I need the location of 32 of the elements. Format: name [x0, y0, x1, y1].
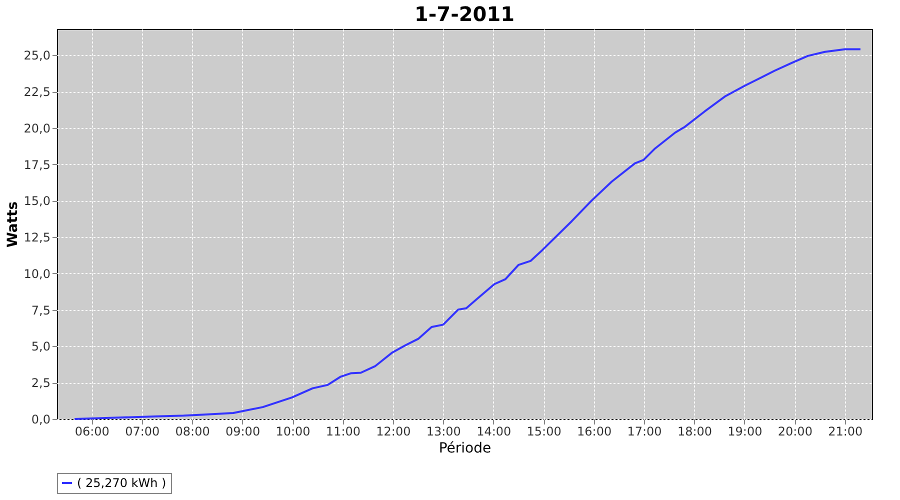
x-tick-label: 10:00 [276, 424, 310, 438]
x-tick-label: 06:00 [74, 424, 110, 438]
x-tick-label: 18:00 [677, 424, 712, 438]
y-tick-label: 25,0 [24, 48, 50, 63]
x-tick-label: 20:00 [778, 424, 812, 438]
y-tick-label: 20,0 [24, 121, 50, 136]
x-tick-label: 12:00 [376, 424, 411, 438]
y-tick-label: 12,5 [24, 230, 50, 245]
x-tick-label: 08:00 [175, 424, 210, 438]
line-series [74, 48, 862, 420]
y-tick-label: 15,0 [24, 194, 50, 208]
x-tick-label: 09:00 [226, 424, 260, 438]
y-axis-title: Watts [4, 201, 21, 248]
x-tick-label: 14:00 [476, 424, 512, 438]
x-tick-label: 13:00 [426, 424, 461, 438]
x-tick-label: 16:00 [577, 424, 612, 438]
y-tick-label: 7,5 [31, 303, 50, 318]
y-tick-label: 0,0 [31, 412, 50, 426]
y-tick-label: 17,5 [24, 158, 50, 172]
x-tick-label: 21:00 [828, 424, 863, 438]
chart-title: 1-7-2011 [414, 2, 515, 26]
x-tick-label: 07:00 [125, 424, 160, 438]
legend-label: ( 25,270 kWh ) [77, 476, 166, 490]
x-tick-label: 19:00 [728, 424, 762, 438]
y-tick-label: 5,0 [31, 340, 50, 354]
x-tick-label: 17:00 [627, 424, 662, 438]
x-tick-label: 15:00 [526, 424, 562, 438]
x-tick-label: 11:00 [326, 424, 361, 438]
y-tick-label: 2,5 [31, 376, 50, 390]
x-axis-title: Période [438, 440, 492, 456]
y-tick-label: 22,5 [24, 85, 50, 100]
y-tick-label: 10,0 [24, 266, 50, 281]
